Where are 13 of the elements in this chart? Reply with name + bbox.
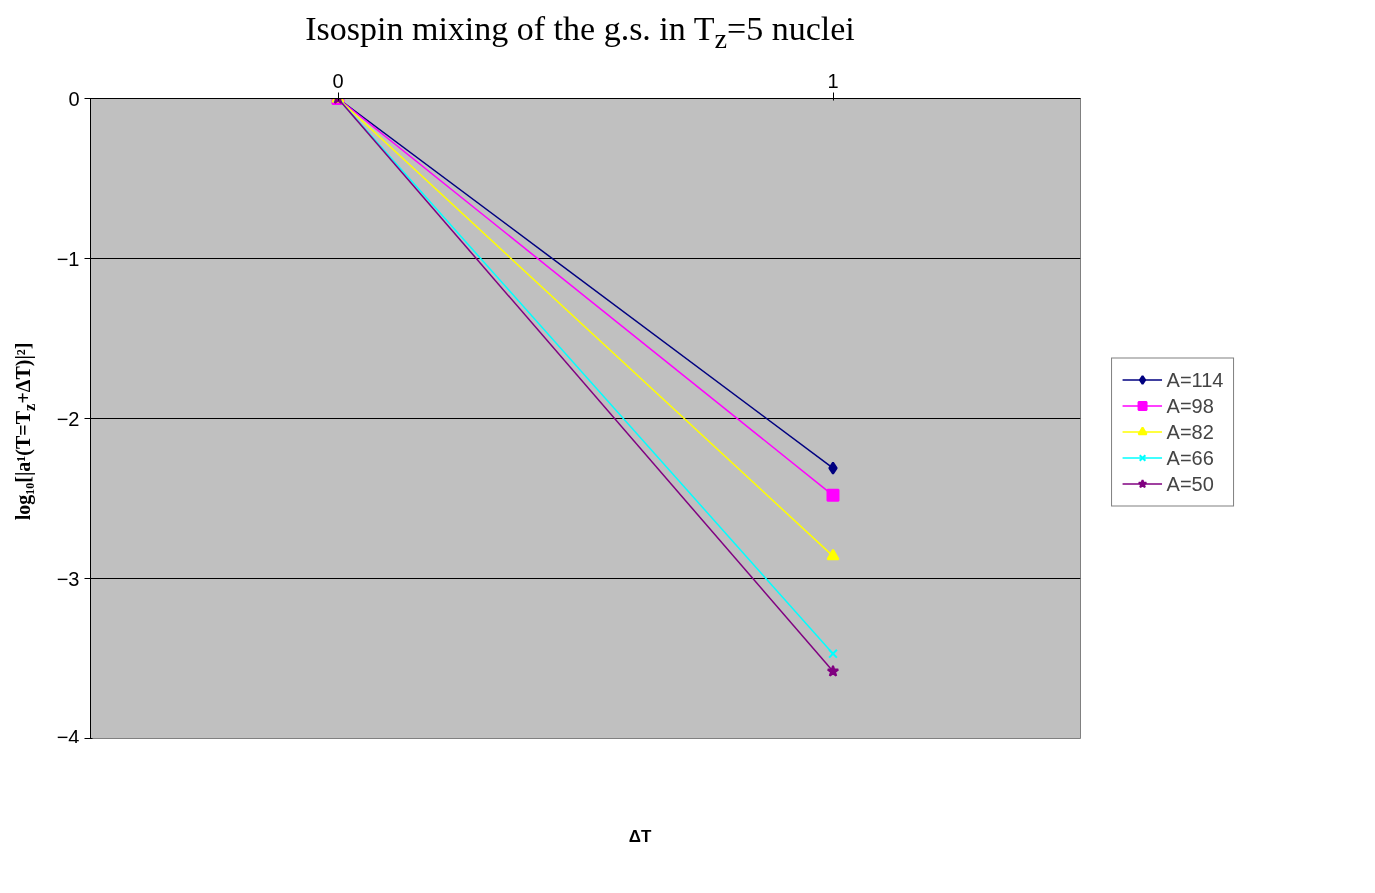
y-tick-label: −2 xyxy=(56,407,80,430)
chart-title: Isospin mixing of the g.s. in T$_{z}$=5 nuclei xyxy=(304,9,856,56)
y-tick-label: −3 xyxy=(56,567,80,590)
y-tick-label: −1 xyxy=(56,247,80,270)
legend-label: A=66 xyxy=(1166,446,1214,469)
legend-label: A=114 xyxy=(1166,368,1224,391)
legend-label: A=82 xyxy=(1166,420,1214,443)
x-axis-title: ΔT xyxy=(627,826,653,848)
y-tick-label: −4 xyxy=(56,725,80,748)
legend-label: A=50 xyxy=(1166,472,1214,495)
x-tick-label: 1 xyxy=(827,69,839,92)
y-tick-label: 0 xyxy=(68,87,80,110)
legend-label: A=98 xyxy=(1166,394,1214,417)
